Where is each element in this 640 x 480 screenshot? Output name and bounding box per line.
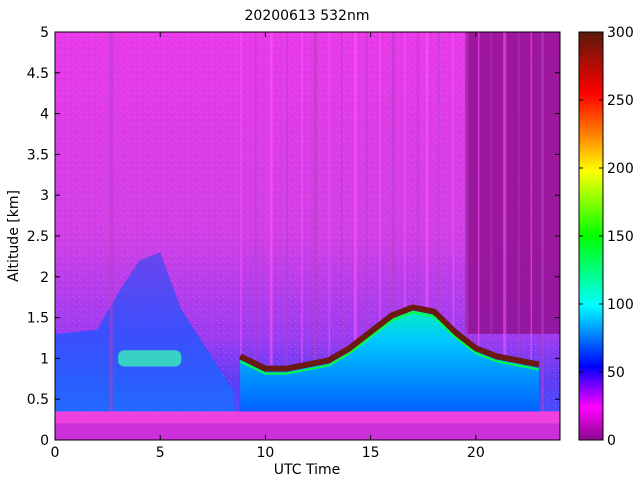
rain-streak [477, 32, 480, 420]
rain-streak [465, 32, 469, 420]
x-axis-label: UTC Time [274, 462, 340, 478]
y-axis-label: Altitude [km] [6, 190, 22, 282]
rain-streak [109, 32, 113, 420]
y-tick-label: 4.5 [27, 66, 49, 82]
rain-streak [254, 32, 257, 420]
x-tick-label: 10 [257, 445, 275, 461]
rain-streak [366, 32, 368, 420]
colorbar-ticks: 0 50 100 150 200 250 300 [579, 25, 634, 449]
colorbar-tick-label: 200 [607, 161, 634, 177]
rain-streak [541, 32, 545, 420]
y-tick-label: 2 [40, 270, 49, 286]
rain-streak [517, 32, 520, 420]
y-tick-label: 0 [40, 433, 49, 449]
y-tick-label: 3.5 [27, 147, 49, 163]
x-tick-label: 0 [51, 445, 60, 461]
rain-streaks [109, 32, 545, 420]
surface-band [55, 411, 560, 424]
rain-streak [353, 32, 357, 420]
boundary-layer [55, 252, 234, 416]
y-tick-label: 0.5 [27, 392, 49, 408]
y-axis-ticks: 0 0.5 1 1.5 2 2.5 3 3.5 4 4.5 5 [27, 25, 560, 449]
rain-streak [240, 32, 242, 420]
cloud-top-highlight [239, 311, 540, 375]
rain-streak [425, 32, 429, 420]
colorbar-tick-label: 100 [607, 297, 634, 313]
colorbar-tick-label: 300 [607, 25, 634, 41]
plot-area [55, 32, 560, 440]
y-tick-label: 2.5 [27, 229, 49, 245]
colorbar-tick-label: 0 [607, 433, 616, 449]
colorbar-tick-label: 250 [607, 93, 634, 109]
cloud-layer [240, 309, 539, 412]
x-tick-label: 5 [156, 445, 165, 461]
rain-streak [391, 32, 395, 420]
rain-streak [490, 32, 493, 420]
y-tick-label: 1.5 [27, 311, 49, 327]
rain-streak [530, 32, 533, 420]
rain-streak [404, 32, 406, 420]
rain-streak [269, 32, 273, 420]
y-tick-label: 1 [40, 351, 49, 367]
colorbar-tick-label: 150 [607, 229, 634, 245]
rain-streak [301, 32, 303, 420]
rain-streak [379, 32, 381, 420]
x-axis-ticks: 0 5 10 15 20 [51, 32, 485, 461]
aerosol-patch [118, 350, 182, 367]
rain-streak [437, 32, 440, 420]
colorbar-tick-label: 50 [607, 365, 625, 381]
y-tick-label: 5 [40, 25, 49, 41]
rain-streak [503, 32, 507, 420]
rain-streak [452, 32, 455, 420]
cloud-top-edge [238, 304, 540, 372]
x-tick-label: 20 [467, 445, 485, 461]
y-tick-label: 3 [40, 188, 49, 204]
rain-streak [416, 32, 419, 420]
rain-streak [328, 32, 331, 420]
y-tick-label: 4 [40, 107, 49, 123]
rain-streak [313, 32, 317, 420]
x-tick-label: 15 [362, 445, 380, 461]
rain-streak [341, 32, 343, 420]
rain-streak [286, 32, 288, 420]
surface-band-low [55, 423, 560, 440]
chart-title: 20200613 532nm [245, 8, 370, 24]
high-noise-region [465, 32, 560, 334]
